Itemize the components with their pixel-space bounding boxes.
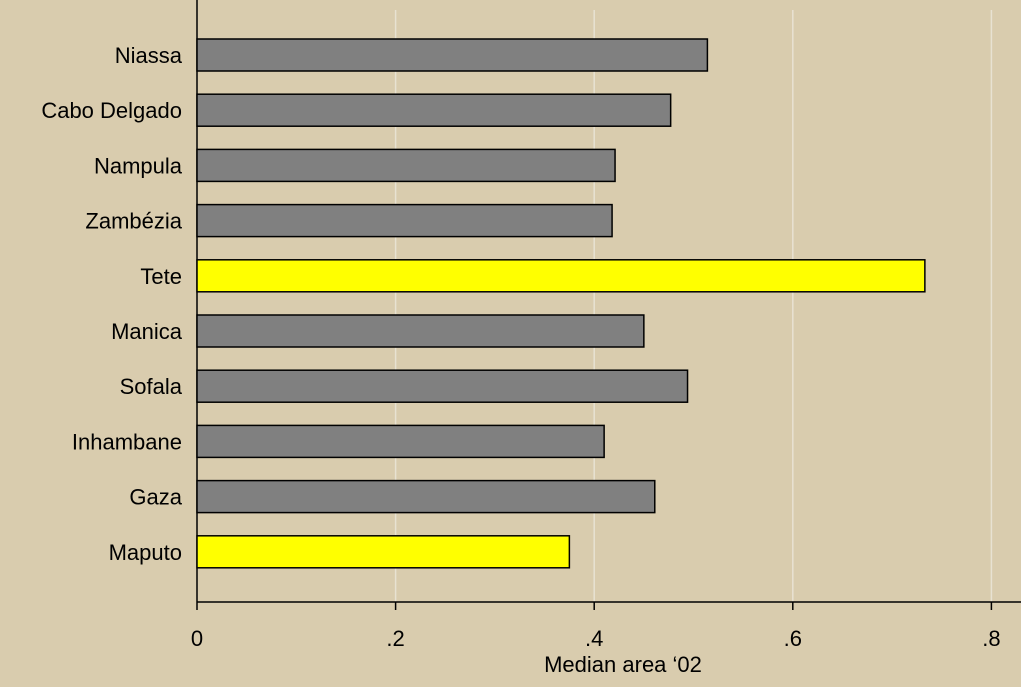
bar-cabo-delgado: [196, 93, 672, 127]
category-label-sofala: Sofala: [120, 374, 183, 399]
category-label-nampula: Nampula: [94, 153, 183, 178]
bar-inhambane: [196, 424, 605, 459]
category-label-zamb-zia: Zambézia: [85, 209, 182, 234]
category-label-maputo: Maputo: [109, 540, 182, 565]
x-tick-label-2: .4: [585, 626, 603, 651]
bar-nampula: [196, 148, 616, 183]
category-label-manica: Manica: [111, 319, 183, 344]
x-tick-label-1: .2: [386, 626, 404, 651]
bar-gaza: [196, 479, 656, 514]
bar-maputo: [196, 535, 571, 569]
x-tick-label-4: .8: [982, 626, 1000, 651]
bar-zamb-zia: [196, 203, 613, 238]
category-label-inhambane: Inhambane: [72, 429, 182, 454]
x-axis-title: Median area ‘02: [544, 652, 702, 677]
bar-sofala: [196, 369, 689, 403]
bars: [196, 38, 926, 569]
category-label-gaza: Gaza: [129, 485, 182, 510]
category-label-cabo-delgado: Cabo Delgado: [41, 98, 182, 123]
x-tick-label-0: 0: [191, 626, 203, 651]
x-tick-label-3: .6: [784, 626, 802, 651]
x-ticks: 0 .2 .4 .6 .8: [191, 602, 1001, 651]
category-label-tete: Tete: [140, 264, 182, 289]
category-label-niassa: Niassa: [115, 43, 183, 68]
bar-tete: [196, 259, 926, 293]
category-labels: Niassa Cabo Delgado Nampula Zambézia Tete Man…: [41, 43, 182, 565]
bar-manica: [196, 314, 645, 348]
bar-niassa: [196, 38, 709, 72]
